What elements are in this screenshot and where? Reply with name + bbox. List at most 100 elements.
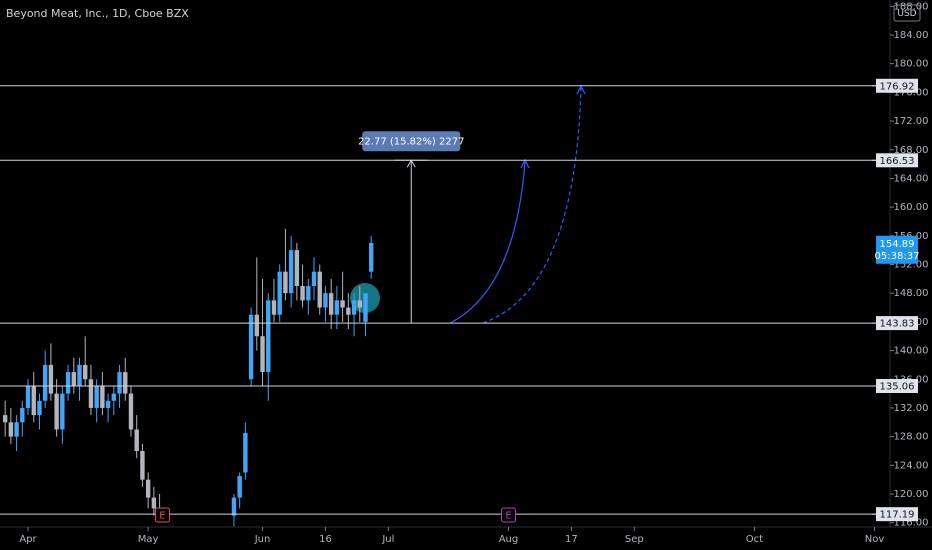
candle-body <box>65 372 71 394</box>
price-label-box <box>876 507 918 522</box>
candle-body <box>83 364 88 380</box>
projection-curve-dashed <box>482 87 582 324</box>
price-label-box <box>876 78 918 93</box>
candle-body <box>128 393 134 430</box>
candle-body <box>54 393 59 430</box>
y-tick-label: 188.00 <box>894 1 929 12</box>
y-tick-label: 128.00 <box>894 432 929 443</box>
candle-body <box>248 314 254 380</box>
x-tick-label: Oct <box>746 534 763 545</box>
candle-body <box>105 400 111 408</box>
price-label: 143.83 <box>880 319 915 330</box>
candle-body <box>288 250 294 294</box>
y-tick-label: 184.00 <box>894 30 929 41</box>
y-tick-label: 120.00 <box>894 489 929 500</box>
candle-body <box>317 271 322 308</box>
candle-body <box>346 307 351 315</box>
candle-body <box>340 300 345 308</box>
price-label: 117.19 <box>880 510 915 521</box>
event-label: E <box>159 511 165 522</box>
y-tick-label: 148.00 <box>894 288 929 299</box>
candle-body <box>94 386 99 408</box>
x-tick-label: Apr <box>19 534 37 545</box>
candle-body <box>357 300 362 308</box>
candle-body <box>294 250 300 287</box>
price-label-box <box>876 153 918 168</box>
candle-body <box>100 386 105 408</box>
x-tick-label: 16 <box>319 534 332 545</box>
candle-body <box>140 450 145 480</box>
price-label: 176.92 <box>880 81 915 92</box>
event-marker <box>154 507 170 523</box>
candle-body <box>363 293 368 322</box>
candle-body <box>260 336 265 373</box>
candle-body <box>42 364 48 401</box>
candle-body <box>14 422 19 437</box>
price-label: 166.53 <box>880 156 915 167</box>
candle-body <box>254 314 260 337</box>
price-label-box <box>876 378 918 393</box>
candle-body <box>20 407 25 423</box>
candle-body <box>311 271 317 287</box>
measure-label-box <box>362 131 461 152</box>
candle-body <box>328 293 334 315</box>
x-tick-label: Sep <box>625 534 644 545</box>
y-tick-label: 140.00 <box>894 346 929 357</box>
candle-body <box>31 386 36 416</box>
y-tick-label: 152.00 <box>894 260 929 271</box>
candle-body <box>351 300 357 315</box>
y-tick-label: 132.00 <box>894 403 929 414</box>
measure-label: 22.77 (15.82%) 2277 <box>358 136 464 147</box>
y-tick-label: 124.00 <box>894 460 929 471</box>
candle-body <box>237 476 242 498</box>
x-tick-label: Nov <box>865 534 885 545</box>
candle-body <box>334 300 340 315</box>
countdown: 05:38:37 <box>875 251 920 262</box>
candle-body <box>300 286 305 301</box>
candle-body <box>25 386 31 408</box>
y-tick-label: 160.00 <box>894 202 929 213</box>
projection-curve <box>449 161 526 324</box>
current-price: 154.89 <box>880 239 915 250</box>
candle-body <box>145 479 151 498</box>
x-tick-label: Aug <box>499 534 519 545</box>
y-tick-label: 172.00 <box>894 116 929 127</box>
y-tick-label: 164.00 <box>894 173 929 184</box>
current-price-box <box>876 235 918 264</box>
candle-body <box>2 415 8 423</box>
x-tick-label: May <box>138 534 159 545</box>
candle-body <box>243 433 248 473</box>
price-label-box <box>876 316 918 331</box>
candle-body <box>323 293 328 308</box>
event-label: E <box>505 511 511 522</box>
candle-body <box>277 271 282 315</box>
price-label: 135.06 <box>880 381 915 392</box>
currency-box <box>893 4 921 22</box>
candle-body <box>231 497 237 516</box>
candle-body <box>266 300 271 373</box>
x-tick-label: 17 <box>565 534 578 545</box>
candle-body <box>283 271 288 294</box>
candle-body <box>134 429 139 451</box>
candle-body <box>8 422 14 437</box>
candle-body <box>306 286 311 301</box>
y-tick-label: 176.00 <box>894 87 929 98</box>
candle-body <box>60 393 65 430</box>
measure-arrow <box>406 159 416 168</box>
candle-body <box>88 379 94 408</box>
candle-body <box>123 372 128 394</box>
chart-title: Beyond Meat, Inc., 1D, Cboe BZX <box>6 7 189 20</box>
x-tick-label: Jun <box>254 534 271 545</box>
candle-body <box>111 393 117 401</box>
candle-body <box>271 300 277 315</box>
candle-body <box>71 372 76 387</box>
x-tick-label: Jul <box>381 534 394 545</box>
currency[interactable]: USD <box>897 9 916 19</box>
candle-body <box>369 242 374 272</box>
y-tick-label: 116.00 <box>894 518 929 529</box>
y-tick-label: 168.00 <box>894 145 929 156</box>
event-marker <box>500 507 516 523</box>
y-tick-label: 180.00 <box>894 59 929 70</box>
candle-body <box>151 497 157 509</box>
